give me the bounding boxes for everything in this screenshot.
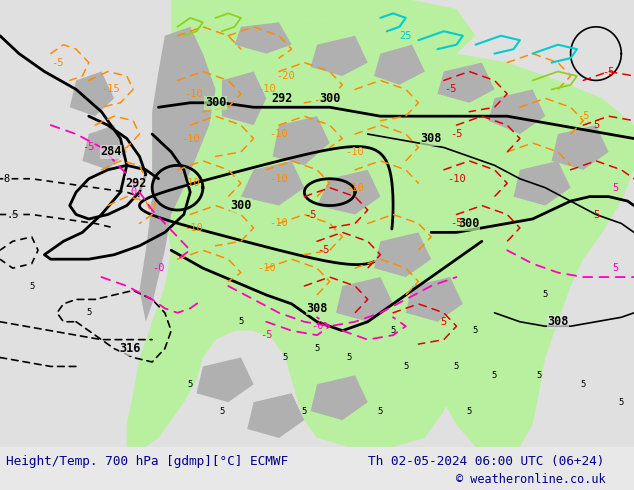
Text: 5: 5 [593,120,599,130]
Polygon shape [139,27,216,322]
Text: 5: 5 [219,407,224,416]
Text: -5: -5 [51,57,63,68]
Text: -10: -10 [184,89,203,99]
Text: 5: 5 [543,291,548,299]
Text: © weatheronline.co.uk: © weatheronline.co.uk [456,473,606,486]
Text: -5: -5 [577,111,590,121]
Text: .5: .5 [6,210,19,220]
Text: 300: 300 [205,96,226,109]
Polygon shape [552,125,609,170]
Text: -5: -5 [260,330,273,340]
Text: -0: -0 [311,321,323,331]
Text: 8: 8 [3,174,10,184]
Text: 308: 308 [547,315,569,328]
Text: -5: -5 [602,67,615,76]
Text: -20: -20 [276,71,295,81]
Polygon shape [222,72,266,125]
Polygon shape [514,161,571,206]
Polygon shape [127,0,539,447]
Text: 284: 284 [100,146,122,158]
Text: 5: 5 [403,362,408,371]
Polygon shape [336,277,393,322]
Polygon shape [437,63,495,103]
Polygon shape [317,170,380,215]
Polygon shape [235,23,292,53]
Polygon shape [444,53,634,447]
Polygon shape [70,72,114,116]
Polygon shape [488,89,545,134]
Text: -5: -5 [450,219,463,228]
Text: -15: -15 [101,84,120,95]
Text: -5: -5 [317,245,330,255]
Text: 5: 5 [473,326,478,335]
Text: 5: 5 [378,407,383,416]
Text: 0: 0 [149,200,155,211]
Text: 0: 0 [130,187,136,197]
Text: -10: -10 [269,174,288,184]
Text: -0: -0 [152,263,165,273]
Polygon shape [241,161,304,206]
Text: 316: 316 [119,342,141,355]
Polygon shape [273,116,330,165]
Text: 5: 5 [238,317,243,326]
Text: -10: -10 [257,84,276,95]
Polygon shape [82,125,127,170]
Polygon shape [311,36,368,76]
Text: -10: -10 [184,223,203,233]
Text: -10: -10 [181,134,200,144]
Text: 5: 5 [467,407,472,416]
Text: 308: 308 [420,132,442,145]
Polygon shape [171,0,476,53]
Text: -10: -10 [269,219,288,228]
Text: 5: 5 [612,183,618,193]
Text: -5: -5 [444,84,456,95]
Text: 5: 5 [346,353,351,362]
Text: -5: -5 [304,210,317,220]
Text: -10: -10 [257,263,276,273]
Polygon shape [247,393,304,438]
Text: 292: 292 [271,92,293,105]
Text: Height/Temp. 700 hPa [gdmp][°C] ECMWF: Height/Temp. 700 hPa [gdmp][°C] ECMWF [6,456,288,468]
Text: Th 02-05-2024 06:00 UTC (06+24): Th 02-05-2024 06:00 UTC (06+24) [368,456,604,468]
Text: 5: 5 [188,380,193,389]
Text: 5: 5 [492,371,497,380]
Text: -10: -10 [181,178,200,188]
Text: -10: -10 [447,174,466,184]
Text: 5: 5 [86,308,91,318]
Text: 25: 25 [399,31,412,41]
Text: -5: -5 [450,129,463,139]
Polygon shape [374,45,425,85]
Text: 5: 5 [314,344,320,353]
Text: -10: -10 [346,183,365,193]
Text: 308: 308 [306,302,328,315]
Polygon shape [374,232,431,277]
Text: 5: 5 [302,407,307,416]
Polygon shape [406,277,463,322]
Text: 292: 292 [126,177,147,190]
Text: 300: 300 [458,217,480,230]
Text: 5: 5 [283,353,288,362]
Text: 5: 5 [581,380,586,389]
Text: 5: 5 [536,371,541,380]
Polygon shape [311,375,368,420]
Polygon shape [0,0,634,447]
Text: 5: 5 [612,263,618,273]
Text: 5: 5 [619,398,624,407]
Text: 5: 5 [593,210,599,220]
Text: -10: -10 [269,129,288,139]
Text: 300: 300 [230,199,252,212]
Text: -5: -5 [82,143,95,152]
Text: 300: 300 [319,92,340,105]
Text: 5: 5 [391,326,396,335]
Polygon shape [197,358,254,402]
Text: 5: 5 [29,281,34,291]
Text: -10: -10 [346,147,365,157]
Text: 5: 5 [441,317,447,327]
Text: 5: 5 [454,362,459,371]
